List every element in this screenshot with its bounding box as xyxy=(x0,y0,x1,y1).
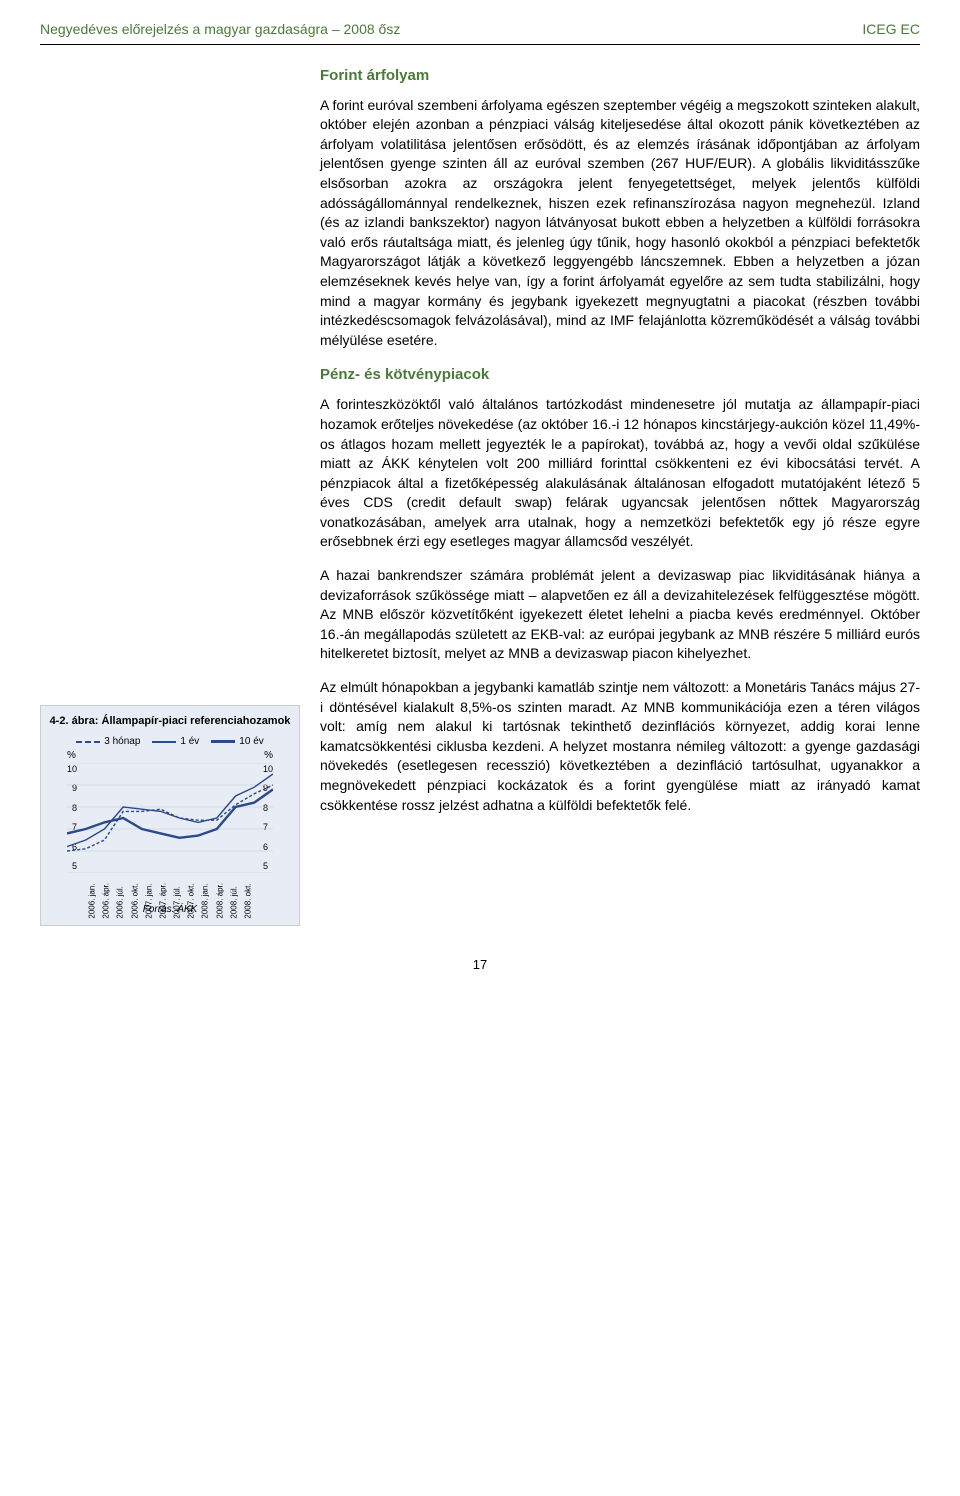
section2-p2: A hazai bankrendszer számára problémát j… xyxy=(320,566,920,664)
section-title-forint: Forint árfolyam xyxy=(320,65,920,86)
legend-swatch-dashed xyxy=(76,741,100,743)
legend-swatch-solid xyxy=(152,741,176,743)
chart-plot: % % 10 9 8 7 6 5 10 9 8 7 6 5 xyxy=(67,763,273,873)
content-wrap: 4-2. ábra: Állampapír-piaci referenciaho… xyxy=(40,65,920,926)
x-axis: 2006. jan. 2006. ápr. 2006. júl. 2006. o… xyxy=(85,906,255,917)
chart-panel: 4-2. ábra: Állampapír-piaci referenciaho… xyxy=(40,705,300,926)
legend-swatch-thick xyxy=(211,740,235,743)
legend-10year: 10 év xyxy=(211,735,263,749)
left-column: 4-2. ábra: Állampapír-piaci referenciaho… xyxy=(40,65,300,926)
page-header: Negyedéves előrejelzés a magyar gazdaság… xyxy=(40,20,920,45)
section2-p1: A forinteszközöktől való általános tartó… xyxy=(320,395,920,552)
section1-body: A forint euróval szembeni árfolyama egés… xyxy=(320,96,920,351)
header-left: Negyedéves előrejelzés a magyar gazdaság… xyxy=(40,20,400,40)
right-column: Forint árfolyam A forint euróval szemben… xyxy=(320,65,920,926)
section-title-penz: Pénz- és kötvénypiacok xyxy=(320,364,920,385)
chart-svg xyxy=(67,763,273,873)
legend-3month: 3 hónap xyxy=(76,735,140,749)
chart-legend: 3 hónap 1 év 10 év xyxy=(49,735,291,749)
legend-label: 1 év xyxy=(180,735,199,749)
header-right: ICEG EC xyxy=(862,20,920,40)
chart-title: 4-2. ábra: Állampapír-piaci referenciaho… xyxy=(49,714,291,729)
section2-p3: Az elmúlt hónapokban a jegybanki kamatlá… xyxy=(320,678,920,815)
legend-label: 3 hónap xyxy=(104,735,140,749)
page-number: 17 xyxy=(40,956,920,974)
pct-label-left: % xyxy=(67,749,76,763)
legend-1year: 1 év xyxy=(152,735,199,749)
pct-label-right: % xyxy=(264,749,273,763)
legend-label: 10 év xyxy=(239,735,263,749)
